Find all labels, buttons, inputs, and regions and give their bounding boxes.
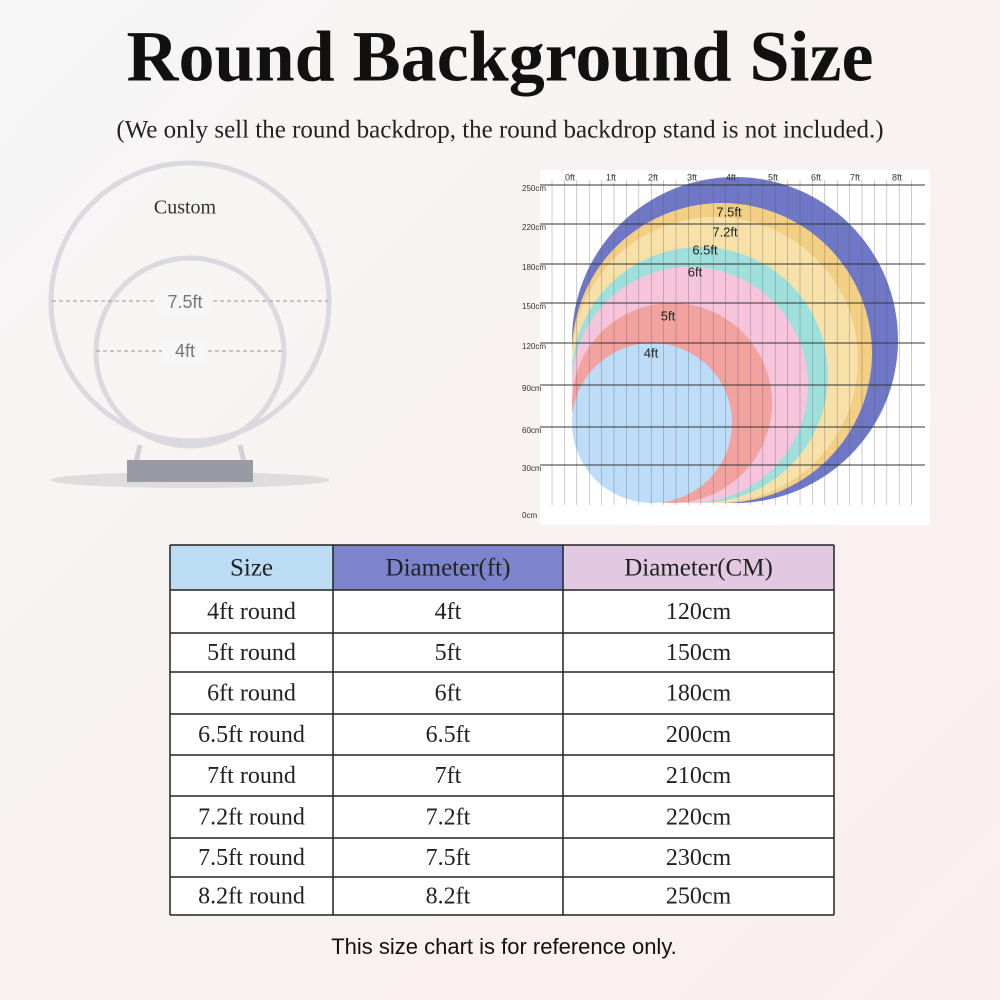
cell-text: 4ft — [435, 599, 462, 625]
y-label: 220cm — [522, 223, 546, 232]
y-label: 120cm — [522, 342, 546, 351]
header-text: Diameter(ft) — [386, 555, 511, 582]
header-cell — [563, 545, 834, 590]
header-cell — [170, 545, 333, 590]
cell-text: 8.2ft round — [198, 884, 305, 910]
y-label: 0cm — [522, 511, 537, 520]
circle-label: 5ft — [661, 308, 676, 323]
inner-size: 4ft — [175, 341, 195, 361]
cell-text: 180cm — [666, 681, 732, 707]
table-body — [170, 590, 834, 915]
cell-text: 230cm — [666, 845, 732, 871]
cell-text: 7ft round — [207, 763, 296, 789]
title: Round Background Size — [127, 17, 874, 97]
x-label: 5ft — [768, 172, 779, 182]
cell-text: 4ft round — [207, 599, 296, 625]
subtitle: (We only sell the round backdrop, the ro… — [116, 117, 883, 144]
header-cell — [333, 545, 563, 590]
cell-text: 7ft — [435, 763, 462, 789]
outer-size: 7.5ft — [167, 292, 202, 312]
circle-label: 6.5ft — [692, 242, 718, 257]
cell-text: 6ft — [435, 681, 462, 707]
y-label: 90cm — [522, 384, 542, 393]
y-label: 30cm — [522, 464, 542, 473]
cell-text: 7.2ft round — [198, 805, 305, 831]
header-text: Diameter(CM) — [624, 555, 773, 582]
cell-text: 5ft round — [207, 640, 296, 666]
x-label: 3ft — [687, 172, 698, 182]
cell-text: 7.5ft round — [198, 845, 305, 871]
cell-text: 6ft round — [207, 681, 296, 707]
product-illustration — [48, 160, 332, 488]
cell-text: 220cm — [666, 805, 732, 831]
cell-text: 8.2ft — [426, 884, 471, 910]
y-label: 250cm — [522, 184, 546, 193]
cell-text: 6.5ft round — [198, 722, 305, 748]
size-table: Size Diameter(ft) Diameter(CM) 4ft round 4ft… — [169, 544, 835, 916]
circle-label: 4ft — [644, 345, 659, 360]
cell-text: 250cm — [666, 884, 732, 910]
cell-text: 7.2ft — [426, 805, 471, 831]
circle-label: 7.2ft — [712, 224, 738, 239]
cell-text: 6.5ft — [426, 722, 471, 748]
x-label: 6ft — [811, 172, 822, 182]
circle-label: 6ft — [688, 264, 703, 279]
cell-text: 120cm — [666, 599, 732, 625]
cell-text: 200cm — [666, 722, 732, 748]
cell-text: 210cm — [666, 763, 732, 789]
cell-text: 7.5ft — [426, 845, 471, 871]
header-text: Size — [230, 555, 273, 582]
circle-label: 7.5ft — [716, 204, 742, 219]
y-label: 180cm — [522, 263, 546, 272]
size-diagram: 250cm 220cm 180cm 150cm 120cm 90cm 60cm 30cm 0cm… — [522, 170, 930, 525]
y-label: 150cm — [522, 302, 546, 311]
cell-text: 5ft — [435, 640, 462, 666]
x-label: 4ft — [726, 172, 737, 182]
product-label: Custom — [154, 197, 217, 219]
x-label: 1ft — [606, 172, 617, 182]
x-label: 8ft — [892, 172, 903, 182]
x-label: 0ft — [565, 172, 576, 182]
x-label: 7ft — [850, 172, 861, 182]
cell-text: 150cm — [666, 640, 732, 666]
footer-note: This size chart is for reference only. — [331, 934, 677, 959]
y-label: 60cm — [522, 426, 542, 435]
x-label: 2ft — [648, 172, 659, 182]
